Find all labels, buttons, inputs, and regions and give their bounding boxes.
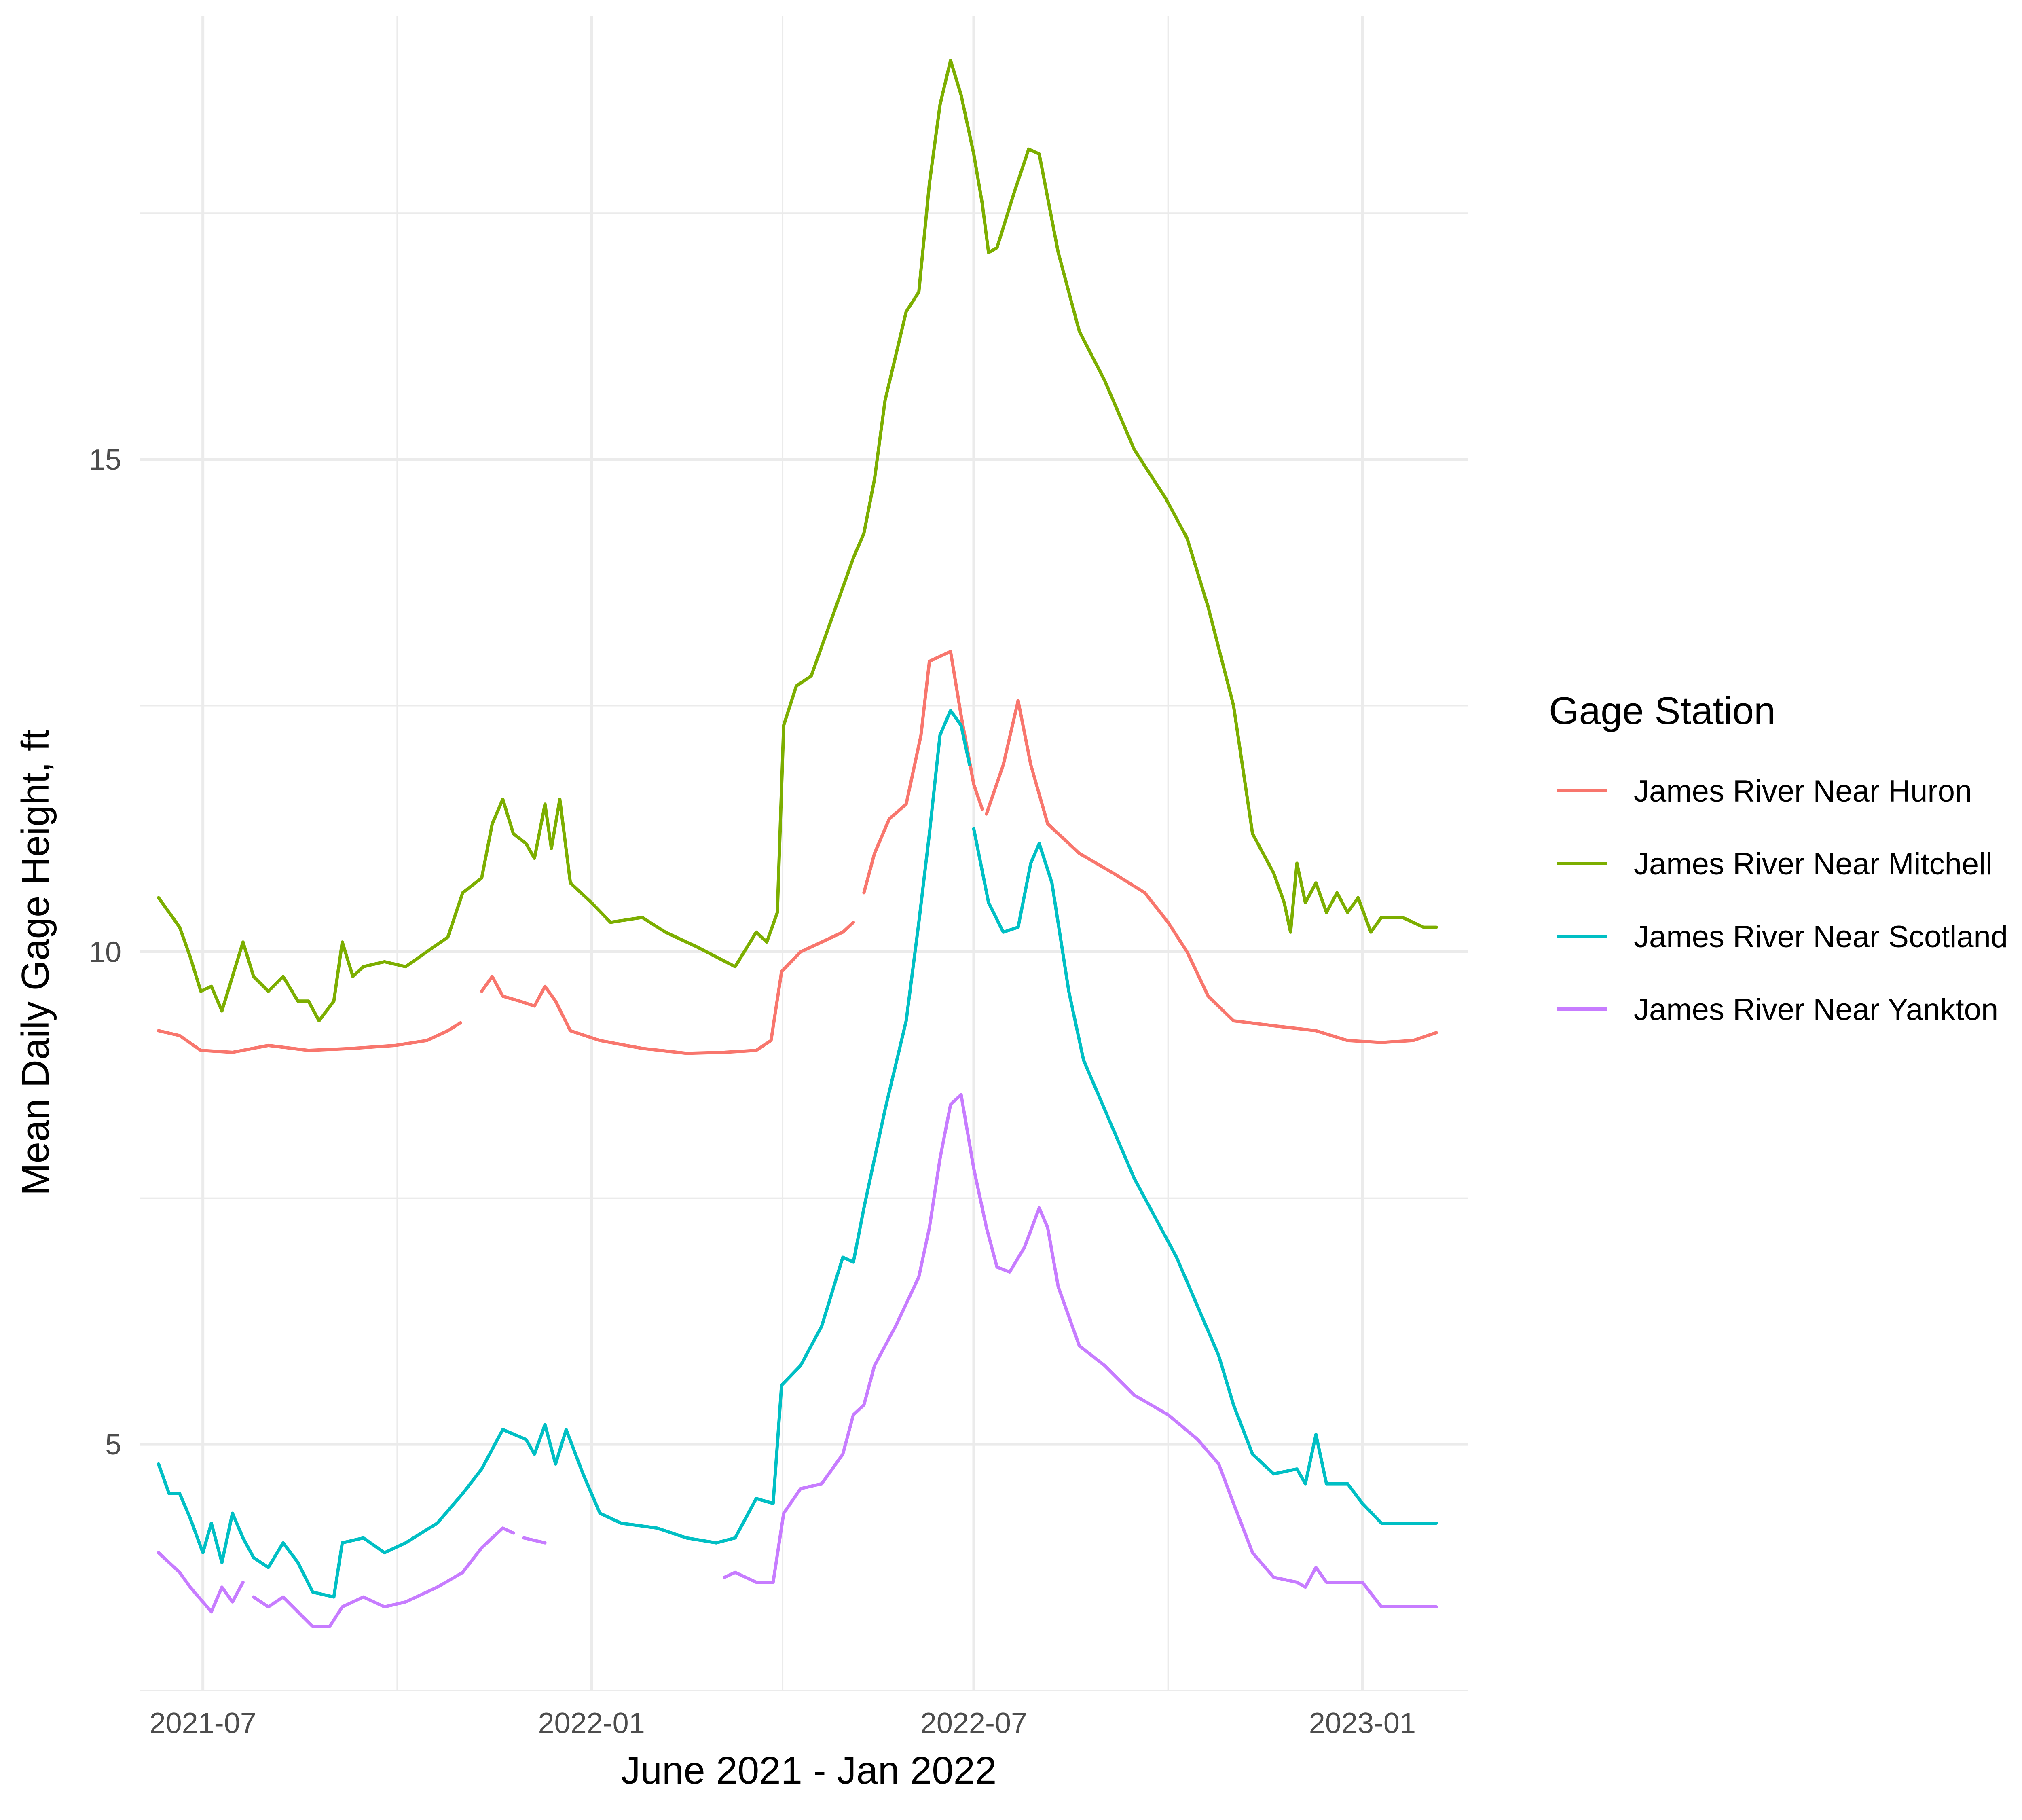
series-1 — [157, 650, 1438, 1055]
x-tick-label: 2022-07 — [920, 1707, 1027, 1740]
legend: Gage Station James River Near HuronJames… — [1549, 689, 2008, 1027]
y-tick-label: 5 — [105, 1428, 121, 1461]
series-3 — [157, 709, 1438, 1599]
legend-entries: James River Near Huron James River Near M… — [1557, 774, 2008, 1027]
y-tick-label: 10 — [89, 936, 121, 969]
series-line-segment — [157, 709, 971, 1599]
series-2 — [157, 59, 1438, 1022]
series-line-segment — [157, 59, 1438, 1022]
series-lines — [157, 59, 1438, 1628]
x-axis-title: June 2021 - Jan 2022 — [621, 1749, 997, 1792]
legend-label: James River Near Scotland — [1634, 920, 2008, 954]
legend-entry: James River Near Yankton — [1557, 993, 1998, 1027]
legend-entry: James River Near Huron — [1557, 774, 1972, 808]
series-line-segment — [972, 827, 1438, 1525]
x-axis-tick-labels: 2021-07 2022-01 2022-07 2023-01 — [150, 1707, 1416, 1740]
legend-label: James River Near Mitchell — [1634, 847, 1992, 881]
x-tick-label: 2021-07 — [150, 1707, 256, 1740]
series-line-segment — [157, 1021, 462, 1054]
y-axis-title: Mean Daily Gage Height, ft — [14, 730, 57, 1196]
series-line-segment — [985, 699, 1438, 1044]
legend-label: James River Near Yankton — [1634, 993, 1998, 1027]
series-line-segment — [252, 1526, 515, 1628]
y-tick-label: 15 — [89, 444, 121, 476]
series-line-segment — [723, 1093, 1438, 1608]
y-axis-tick-labels: 5 10 15 — [89, 444, 121, 1461]
series-line-segment — [480, 921, 855, 1055]
legend-entry: James River Near Scotland — [1557, 920, 2008, 954]
minor-gridlines — [140, 16, 1468, 1691]
series-4 — [157, 1093, 1438, 1628]
legend-entry: James River Near Mitchell — [1557, 847, 1992, 881]
series-line-segment — [862, 650, 984, 895]
x-tick-label: 2022-01 — [538, 1707, 645, 1740]
series-line-segment — [157, 1551, 245, 1614]
legend-label: James River Near Huron — [1634, 774, 1972, 808]
major-gridlines — [140, 16, 1468, 1691]
legend-title: Gage Station — [1549, 689, 1775, 732]
series-line-segment — [522, 1536, 547, 1545]
x-tick-label: 2023-01 — [1309, 1707, 1416, 1740]
